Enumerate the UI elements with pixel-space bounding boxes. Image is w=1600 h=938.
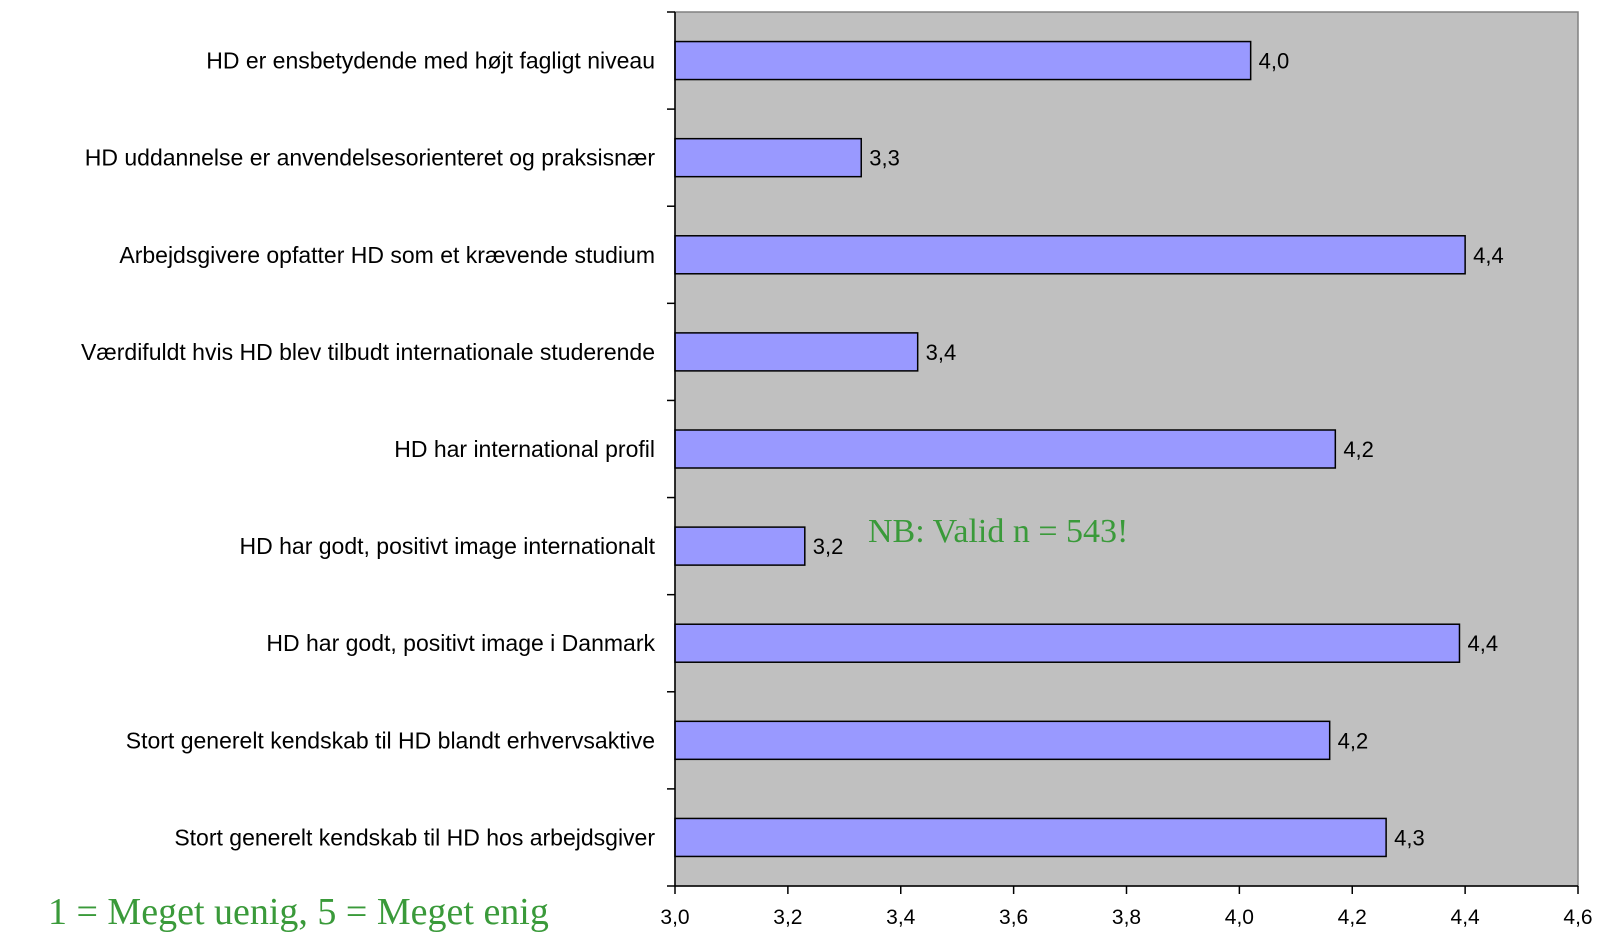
bar xyxy=(674,817,1387,858)
data-label: 3,3 xyxy=(869,146,900,171)
bars-group: 4,0 3,3 4,4 3,4 4,2 3,2 4,4 4,2 4,3 xyxy=(674,40,1504,858)
bar xyxy=(674,40,1252,81)
x-tick-label: 3,0 xyxy=(660,906,689,929)
bar xyxy=(674,429,1337,469)
scale-note: 1 = Meget uenig, 5 = Meget enig xyxy=(48,891,549,933)
axis-ticks-group: 3,0 3,2 3,4 3,6 3,8 4,0 4,2 4,4 4,6 xyxy=(660,11,1593,929)
x-tick-label: 3,6 xyxy=(999,906,1028,929)
category-label: HD har godt, positivt image internationa… xyxy=(240,533,656,559)
category-labels-group: HD er ensbetydende med højt fagligt nive… xyxy=(81,48,656,851)
bar xyxy=(674,720,1331,761)
x-tick-label: 4,0 xyxy=(1225,906,1254,929)
category-label: HD har godt, positivt image i Danmark xyxy=(266,630,655,656)
data-label: 3,4 xyxy=(926,340,957,365)
data-label: 4,2 xyxy=(1338,728,1369,753)
x-tick-label: 4,6 xyxy=(1563,906,1592,929)
data-label: 4,3 xyxy=(1394,825,1425,850)
category-label: Arbejdsgivere opfatter HD som et krævend… xyxy=(119,242,655,268)
category-label: HD er ensbetydende med højt fagligt nive… xyxy=(206,48,655,74)
category-label: HD har international profil xyxy=(394,436,655,462)
category-label: Stort generelt kendskab til HD hos arbej… xyxy=(174,824,655,850)
x-tick-label: 4,4 xyxy=(1451,906,1481,929)
bar xyxy=(674,623,1461,663)
bar xyxy=(674,137,862,178)
category-label: Værdifuldt hvis HD blev tilbudt internat… xyxy=(81,339,655,365)
data-label: 4,0 xyxy=(1259,49,1290,74)
x-tick-label: 3,4 xyxy=(886,906,916,929)
data-label: 4,2 xyxy=(1343,437,1374,462)
bar xyxy=(674,526,806,566)
x-tick-label: 4,2 xyxy=(1338,906,1367,929)
x-tick-label: 3,8 xyxy=(1112,906,1141,929)
category-label: HD uddannelse er anvendelsesorienteret o… xyxy=(85,145,656,171)
data-label: 4,4 xyxy=(1473,243,1504,268)
sample-size-note: NB: Valid n = 543! xyxy=(868,513,1128,550)
data-label: 4,4 xyxy=(1467,631,1498,656)
category-label: Stort generelt kendskab til HD blandt er… xyxy=(126,727,655,753)
bar xyxy=(674,332,919,372)
data-label: 3,2 xyxy=(813,534,844,559)
bar xyxy=(674,235,1466,275)
x-tick-label: 3,2 xyxy=(773,906,802,929)
